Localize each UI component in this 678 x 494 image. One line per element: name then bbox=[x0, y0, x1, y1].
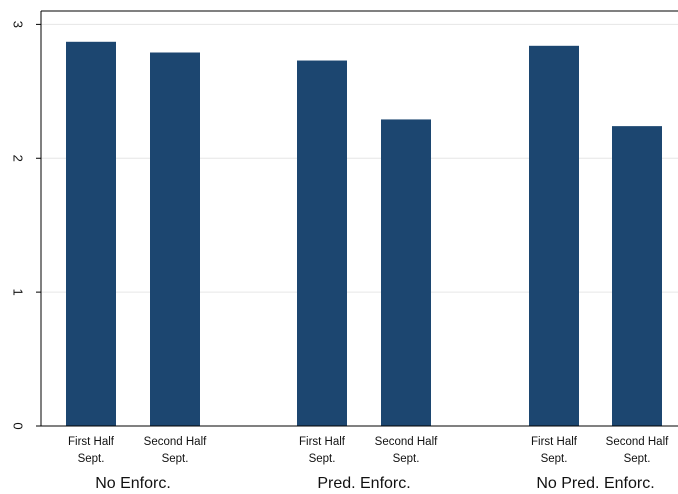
bar bbox=[612, 126, 662, 427]
bar-label-line2: Sept. bbox=[78, 453, 105, 465]
bar bbox=[381, 119, 431, 426]
bar-label-line2: Sept. bbox=[541, 453, 568, 465]
bar-label-line1: Second Half bbox=[144, 436, 207, 448]
bar-label-line2: Sept. bbox=[393, 453, 420, 465]
bar-label-line1: Second Half bbox=[606, 436, 669, 448]
bar-label-line1: First Half bbox=[68, 436, 115, 448]
bar bbox=[529, 45, 579, 426]
group-label: No Pred. Enforc. bbox=[536, 475, 654, 492]
bar-label-line2: Sept. bbox=[309, 453, 336, 465]
bar bbox=[66, 41, 116, 427]
y-tick-label: 3 bbox=[11, 21, 26, 28]
gridlines bbox=[41, 23, 678, 293]
group-label: No Enforc. bbox=[95, 475, 171, 492]
bar-label-line1: First Half bbox=[531, 436, 578, 448]
axes bbox=[36, 10, 678, 427]
bar-label-line1: Second Half bbox=[375, 436, 438, 448]
bars bbox=[66, 41, 662, 427]
bar bbox=[297, 60, 347, 426]
y-tick-label: 0 bbox=[11, 422, 26, 429]
y-tick-label: 2 bbox=[11, 155, 26, 162]
bar-label-line2: Sept. bbox=[162, 453, 189, 465]
bar-label-line2: Sept. bbox=[624, 453, 651, 465]
y-tick-label: 1 bbox=[11, 289, 26, 296]
group-label: Pred. Enforc. bbox=[317, 475, 410, 492]
bar bbox=[150, 52, 200, 426]
bar-label-line1: First Half bbox=[299, 436, 346, 448]
labels: 0 1 2 3 First Half Sept. Second Half Sept. No En… bbox=[11, 21, 670, 492]
